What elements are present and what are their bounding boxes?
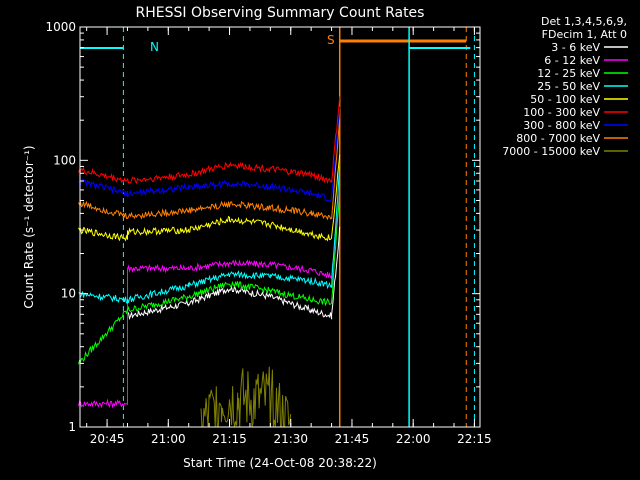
x-tick-label-4: 21:45 bbox=[335, 432, 370, 446]
legend-header-line-2: FDecim 1, Att 0 bbox=[542, 28, 627, 41]
x-tick-label-6: 22:15 bbox=[457, 432, 492, 446]
x-tick-label-3: 21:30 bbox=[273, 432, 308, 446]
y-tick-label-1: 10 bbox=[61, 287, 76, 301]
series-line-4 bbox=[78, 166, 341, 304]
legend-header-line-1: Det 1,3,4,5,6,9, bbox=[541, 15, 627, 28]
x-tick-label-2: 21:15 bbox=[212, 432, 247, 446]
series-line-1 bbox=[127, 226, 341, 321]
x-tick-label-1: 21:00 bbox=[151, 432, 186, 446]
x-axis-label: Start Time (24-Oct-08 20:38:22) bbox=[183, 456, 377, 470]
legend-label-6: 100 - 300 keV bbox=[523, 106, 600, 119]
legend-label-3: 12 - 25 keV bbox=[537, 67, 600, 80]
chart-title: RHESSI Observing Summary Count Rates bbox=[136, 5, 425, 21]
plot-frame bbox=[79, 26, 481, 428]
legend-label-2: 6 - 12 keV bbox=[544, 54, 600, 67]
legend: Det 1,3,4,5,6,9, FDecim 1, Att 0 3 - 6 k… bbox=[502, 15, 628, 158]
series-line-3 bbox=[78, 190, 341, 365]
series-layer bbox=[78, 96, 341, 428]
series-line-8 bbox=[78, 119, 341, 221]
series-line-2 bbox=[78, 190, 341, 409]
annotation-n: N bbox=[150, 40, 159, 54]
legend-label-9: 7000 - 15000 keV bbox=[502, 145, 600, 158]
series-line-9 bbox=[200, 366, 292, 428]
x-tick-label-5: 22:00 bbox=[396, 432, 431, 446]
legend-label-5: 50 - 100 keV bbox=[530, 93, 600, 106]
series-line-5 bbox=[78, 154, 341, 242]
series-line-7 bbox=[78, 106, 341, 202]
x-tick-label-0: 20:45 bbox=[90, 432, 125, 446]
legend-label-1: 3 - 6 keV bbox=[551, 41, 600, 54]
annotation-s: S bbox=[327, 33, 335, 47]
y-tick-label-0: 1 bbox=[68, 420, 76, 434]
y-tick-label-2: 100 bbox=[53, 153, 76, 167]
legend-label-8: 800 - 7000 keV bbox=[516, 132, 600, 145]
y-tick-label-3: 1000 bbox=[45, 20, 76, 34]
tick-layer: 20:45 21:00 21:15 21:30 21:45 22:00 22:15 1 10 10… bbox=[45, 20, 491, 446]
series-line-6 bbox=[78, 96, 341, 185]
legend-label-4: 25 - 50 keV bbox=[537, 80, 600, 93]
y-axis-label: Count Rate (s⁻¹ detector⁻¹) bbox=[22, 145, 36, 308]
legend-label-7: 300 - 800 keV bbox=[523, 119, 600, 132]
